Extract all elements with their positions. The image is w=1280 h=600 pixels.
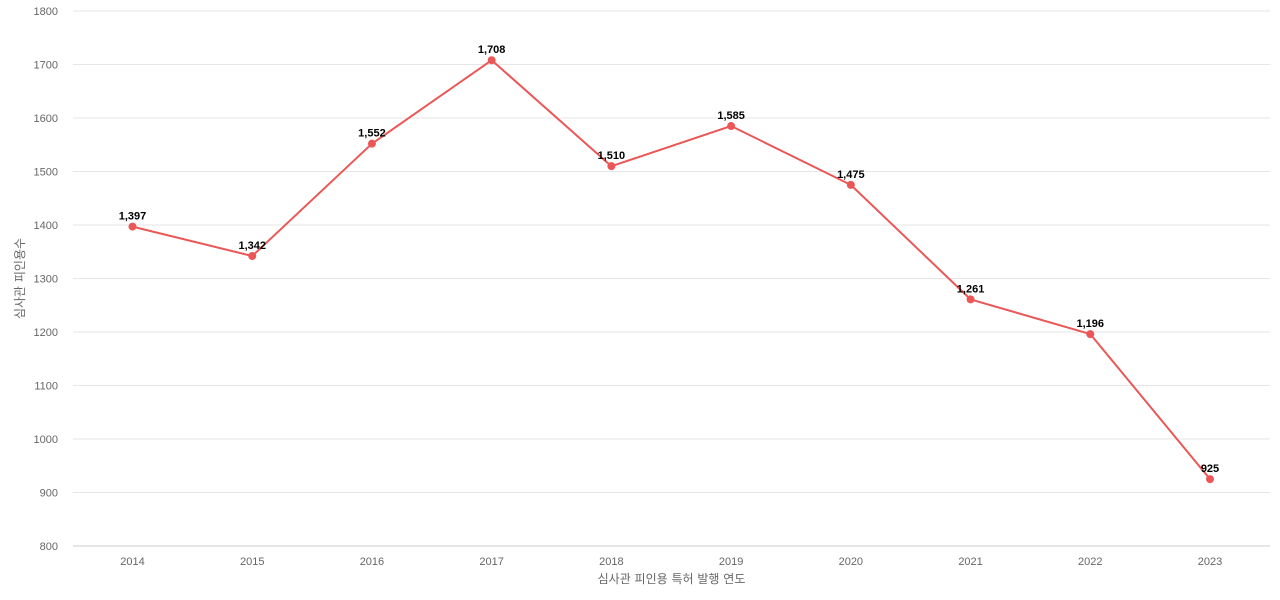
y-tick-label: 1800 xyxy=(34,6,58,18)
data-label: 1,342 xyxy=(238,240,266,252)
y-tick-label: 1700 xyxy=(34,60,58,72)
y-tick-label: 1400 xyxy=(34,220,58,232)
data-point[interactable] xyxy=(487,56,496,65)
data-label: 1,585 xyxy=(717,110,745,122)
data-label: 1,196 xyxy=(1077,318,1105,330)
x-tick-label: 2017 xyxy=(479,556,503,568)
gridlines xyxy=(73,10,1270,547)
data-label: 1,510 xyxy=(598,150,626,162)
y-tick-label: 900 xyxy=(40,488,58,500)
y-tick-label: 1100 xyxy=(34,381,58,393)
data-point[interactable] xyxy=(1206,475,1214,484)
x-axis-title: 심사관 피인용 특허 발행 연도 xyxy=(598,571,746,586)
series-layer xyxy=(128,56,1214,484)
data-point[interactable] xyxy=(966,295,975,304)
x-tick-label: 2015 xyxy=(240,556,264,568)
y-tick-label: 800 xyxy=(40,541,58,553)
x-tick-label: 2018 xyxy=(599,556,623,568)
x-tick-label: 2014 xyxy=(120,556,144,568)
data-label: 1,552 xyxy=(358,128,386,140)
data-label: 1,261 xyxy=(957,283,985,295)
y-axis-title: 심사관 피인용수 xyxy=(13,238,27,319)
x-tick-label: 2016 xyxy=(360,556,384,568)
x-tick-label: 2022 xyxy=(1078,556,1102,568)
x-axis-ticks: 2014 2015 2016 2017 2018 2019 2020 2021 2022 2023 xyxy=(120,556,1222,568)
data-labels: 1,397 1,342 1,552 1,708 1,510 1,585 1,475 1,261… xyxy=(119,44,1219,475)
y-tick-label: 1000 xyxy=(34,434,58,446)
y-tick-label: 1300 xyxy=(34,274,58,286)
data-label: 1,397 xyxy=(119,211,147,223)
series-line xyxy=(132,59,1211,480)
data-point[interactable] xyxy=(248,252,257,261)
y-tick-label: 1600 xyxy=(34,113,58,125)
data-point[interactable] xyxy=(128,222,137,231)
data-point[interactable] xyxy=(846,180,855,189)
data-label: 1,708 xyxy=(478,44,506,56)
data-label: 1,475 xyxy=(837,169,865,181)
x-tick-label: 2020 xyxy=(839,556,863,568)
y-tick-label: 1500 xyxy=(34,167,58,179)
x-tick-label: 2023 xyxy=(1198,556,1222,568)
data-point[interactable] xyxy=(727,122,736,131)
y-tick-label: 1200 xyxy=(34,327,58,339)
data-point[interactable] xyxy=(1086,330,1095,339)
data-label: 925 xyxy=(1201,463,1219,475)
x-tick-label: 2021 xyxy=(958,556,982,568)
data-point[interactable] xyxy=(607,162,616,171)
data-point[interactable] xyxy=(367,139,376,148)
y-axis-ticks: 800 900 1000 1100 1200 1300 1400 1500 1600 1700 18… xyxy=(34,6,58,553)
x-tick-label: 2019 xyxy=(719,556,743,568)
